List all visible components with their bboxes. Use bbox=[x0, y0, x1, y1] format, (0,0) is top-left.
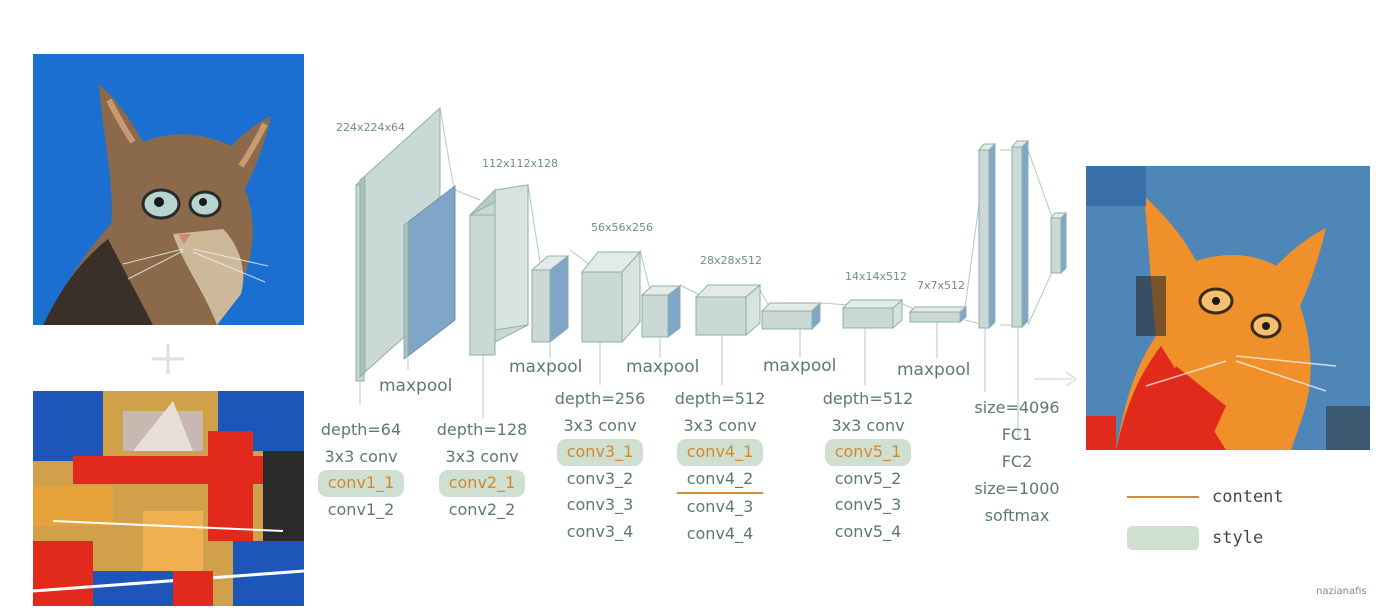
style-layer-conv5-1: conv5_1 bbox=[824, 439, 912, 466]
style-layer-conv1-1: conv1_1 bbox=[317, 470, 405, 497]
maxpool-label-3: maxpool bbox=[626, 357, 700, 377]
block-fc: size=4096 FC1 FC2 size=1000 softmax bbox=[962, 394, 1072, 529]
style-layer-conv2-1: conv2_1 bbox=[438, 470, 526, 497]
dim-label-pool5: 7x7x512 bbox=[917, 279, 966, 292]
style-layer-conv3-1: conv3_1 bbox=[556, 439, 644, 466]
conv-kernel-label: 3x3 conv bbox=[445, 446, 519, 466]
maxpool-label-4: maxpool bbox=[763, 356, 837, 376]
legend-content-label: content bbox=[1212, 487, 1284, 507]
legend-style-label: style bbox=[1212, 528, 1264, 548]
credit-text: nazianafis bbox=[1316, 586, 1367, 597]
depth-label: depth=128 bbox=[436, 420, 528, 439]
fc1-label: FC1 bbox=[1001, 425, 1033, 444]
output-image bbox=[1086, 166, 1370, 450]
dim-label-conv2: 112x112x128 bbox=[482, 157, 559, 170]
layer-conv1-2: conv1_2 bbox=[327, 499, 395, 519]
dim-label-conv1: 224x224x64 bbox=[336, 121, 406, 134]
softmax-label: softmax bbox=[984, 506, 1050, 525]
block-conv4: depth=512 3x3 conv conv4_1 conv4_2 conv4… bbox=[665, 386, 775, 547]
conv-kernel-label: 3x3 conv bbox=[831, 415, 905, 435]
layer-conv3-4: conv3_4 bbox=[566, 521, 634, 541]
dim-label-conv4: 28x28x512 bbox=[700, 254, 763, 267]
depth-label: depth=64 bbox=[320, 420, 402, 439]
legend-style-swatch bbox=[1127, 526, 1199, 550]
legend-content-swatch bbox=[1127, 496, 1199, 498]
content-image bbox=[33, 54, 304, 325]
fc2-label: FC2 bbox=[1001, 452, 1033, 471]
block-conv2: depth=128 3x3 conv conv2_1 conv2_2 bbox=[427, 417, 537, 523]
layer-conv5-3: conv5_3 bbox=[834, 495, 902, 514]
arrow-icon bbox=[1034, 371, 1078, 387]
layer-conv3-3: conv3_3 bbox=[566, 495, 634, 514]
depth-label: depth=512 bbox=[822, 389, 914, 408]
dim-label-conv5: 14x14x512 bbox=[845, 270, 908, 283]
layer-conv4-3: conv4_3 bbox=[686, 497, 754, 516]
layer-conv4-4: conv4_4 bbox=[686, 523, 754, 543]
layer-conv5-2: conv5_2 bbox=[834, 468, 902, 488]
conv-kernel-label: 3x3 conv bbox=[683, 415, 757, 435]
fc-size-label: size=4096 bbox=[974, 398, 1060, 417]
layer-conv5-4: conv5_4 bbox=[834, 521, 902, 541]
plus-icon bbox=[152, 344, 184, 374]
depth-label: depth=256 bbox=[554, 389, 646, 408]
maxpool-label-5: maxpool bbox=[897, 360, 971, 380]
maxpool-label-1: maxpool bbox=[379, 376, 453, 396]
output-size-label: size=1000 bbox=[974, 479, 1060, 498]
block-conv3: depth=256 3x3 conv conv3_1 conv3_2 conv3… bbox=[545, 386, 655, 545]
content-layer-conv4-2: conv4_2 bbox=[676, 466, 764, 494]
depth-label: depth=512 bbox=[674, 389, 766, 408]
conv-kernel-label: 3x3 conv bbox=[324, 446, 398, 466]
layer-conv3-2: conv3_2 bbox=[566, 468, 634, 488]
block-conv1: depth=64 3x3 conv conv1_1 conv1_2 bbox=[306, 417, 416, 523]
block-conv5: depth=512 3x3 conv conv5_1 conv5_2 conv5… bbox=[813, 386, 923, 545]
layer-conv2-2: conv2_2 bbox=[448, 499, 516, 519]
maxpool-label-2: maxpool bbox=[509, 357, 583, 377]
style-image bbox=[32, 391, 305, 606]
style-layer-conv4-1: conv4_1 bbox=[676, 439, 764, 466]
dim-label-conv3: 56x56x256 bbox=[591, 221, 654, 234]
conv-kernel-label: 3x3 conv bbox=[563, 415, 637, 435]
